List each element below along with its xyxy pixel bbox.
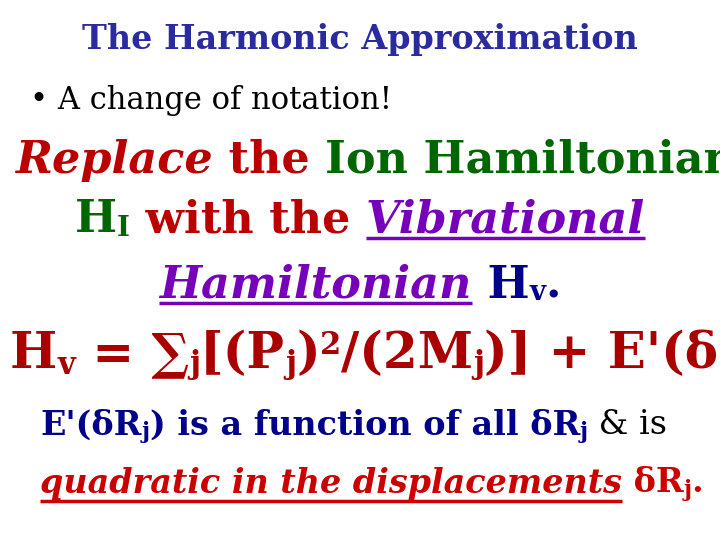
Text: [(P: [(P (200, 330, 285, 380)
Text: H: H (10, 330, 58, 380)
Text: j: j (580, 421, 588, 443)
Text: )] + E'(δR: )] + E'(δR (484, 330, 720, 380)
Text: j: j (189, 349, 200, 381)
Text: The Harmonic Approximation: The Harmonic Approximation (82, 24, 638, 57)
Text: • A change of notation!: • A change of notation! (30, 84, 392, 116)
Text: /(2M: /(2M (341, 330, 473, 380)
Text: Replace: Replace (15, 138, 212, 181)
Text: .: . (545, 264, 561, 307)
Text: Vibrational: Vibrational (366, 199, 645, 241)
Text: & is: & is (588, 409, 667, 441)
Text: 2: 2 (320, 329, 341, 361)
Text: j: j (142, 421, 150, 443)
Text: with the: with the (130, 199, 366, 241)
Text: Ion Hamiltonian: Ion Hamiltonian (325, 138, 720, 181)
Text: v: v (58, 349, 75, 381)
Text: I: I (117, 214, 130, 241)
Text: quadratic in the displacements: quadratic in the displacements (40, 467, 622, 500)
Text: j: j (285, 349, 296, 381)
Text: ) is a function of all δR: ) is a function of all δR (150, 408, 580, 442)
Text: .: . (692, 467, 703, 500)
Text: the: the (212, 138, 325, 181)
Text: H: H (75, 199, 117, 241)
Text: ): ) (296, 330, 320, 380)
Text: v: v (529, 280, 545, 307)
Text: Hamiltonian: Hamiltonian (159, 264, 472, 307)
Text: E'(δR: E'(δR (40, 408, 142, 442)
Text: H: H (472, 264, 529, 307)
Text: δR: δR (622, 467, 683, 500)
Text: = ∑: = ∑ (75, 330, 189, 380)
Text: j: j (683, 479, 692, 501)
Text: j: j (473, 349, 484, 381)
